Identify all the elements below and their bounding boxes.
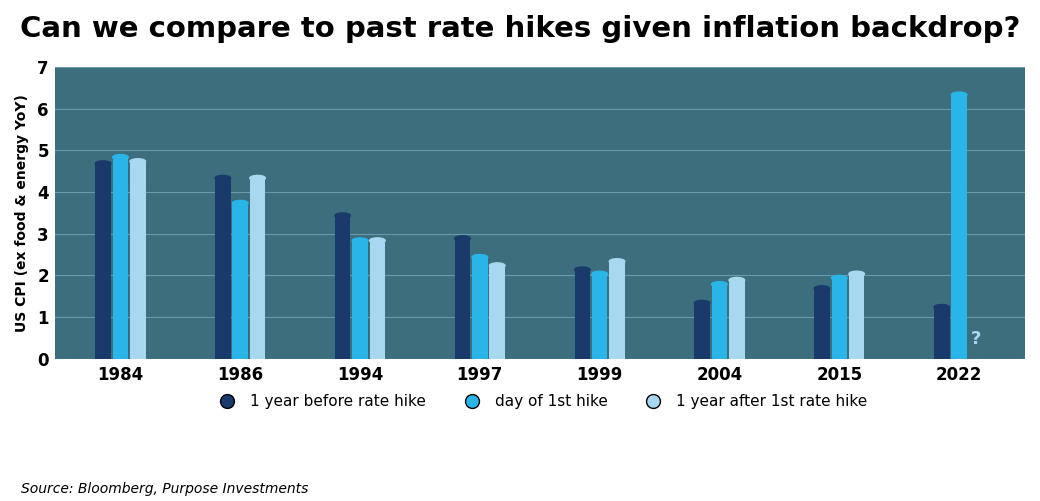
Bar [232, 203, 248, 359]
Bar [729, 280, 745, 359]
Bar [574, 270, 590, 359]
Bar [215, 178, 231, 359]
Bar [934, 307, 950, 359]
Circle shape [232, 200, 248, 206]
Circle shape [454, 236, 470, 241]
Circle shape [130, 159, 146, 164]
Text: ?: ? [971, 330, 982, 348]
Circle shape [952, 92, 967, 98]
Bar [250, 178, 265, 359]
Bar [96, 163, 111, 359]
Bar [609, 262, 625, 359]
Bar [472, 257, 488, 359]
Circle shape [353, 238, 368, 243]
Bar [130, 161, 146, 359]
Y-axis label: US CPI (ex food & energy YoY): US CPI (ex food & energy YoY) [15, 94, 29, 332]
Circle shape [215, 175, 231, 181]
Text: Source: Bloomberg, Purpose Investments: Source: Bloomberg, Purpose Investments [21, 482, 308, 496]
Circle shape [592, 271, 607, 277]
Bar [490, 266, 505, 359]
Bar [849, 274, 864, 359]
Bar [592, 274, 607, 359]
Circle shape [490, 263, 505, 268]
Circle shape [335, 213, 350, 218]
Bar [353, 240, 368, 359]
Circle shape [695, 301, 710, 306]
Circle shape [849, 271, 864, 277]
Bar [832, 278, 847, 359]
Bar [814, 289, 830, 359]
Circle shape [832, 276, 847, 281]
Circle shape [934, 305, 950, 310]
Circle shape [729, 278, 745, 283]
Circle shape [574, 267, 590, 273]
Circle shape [112, 155, 128, 160]
Bar [952, 95, 967, 359]
Circle shape [369, 238, 385, 243]
Legend: 1 year before rate hike, day of 1st hike, 1 year after 1st rate hike: 1 year before rate hike, day of 1st hike… [206, 388, 874, 415]
Circle shape [711, 282, 727, 287]
Text: Can we compare to past rate hikes given inflation backdrop?: Can we compare to past rate hikes given … [20, 15, 1020, 43]
Circle shape [96, 161, 111, 166]
Bar [711, 284, 727, 359]
Circle shape [250, 175, 265, 181]
Bar [454, 238, 470, 359]
Circle shape [609, 259, 625, 264]
Circle shape [472, 255, 488, 260]
Bar [112, 157, 128, 359]
Bar [369, 240, 385, 359]
Circle shape [814, 286, 830, 291]
Bar [335, 215, 350, 359]
Bar [695, 303, 710, 359]
